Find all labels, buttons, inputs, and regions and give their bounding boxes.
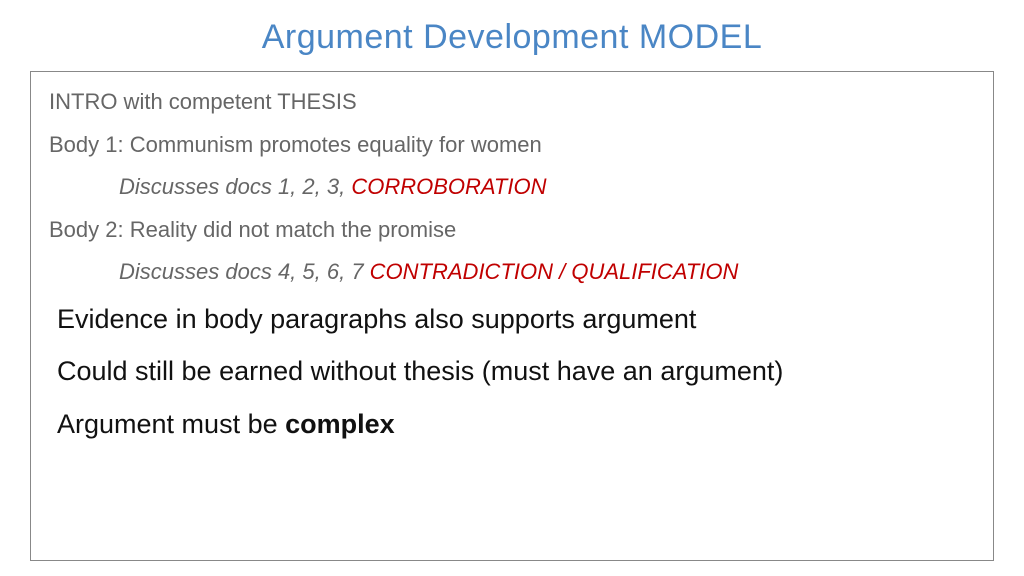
body1-discuss-accent: CORROBORATION: [351, 174, 546, 199]
could-still-line: Could still be earned without thesis (mu…: [49, 353, 975, 389]
slide-title: Argument Development MODEL: [30, 18, 994, 57]
body1-discuss-prefix: Discusses docs 1, 2, 3,: [119, 174, 351, 199]
argument-bold: complex: [285, 409, 395, 439]
body2-discuss-line: Discusses docs 4, 5, 6, 7 CONTRADICTION …: [49, 258, 975, 287]
body2-discuss-prefix: Discusses docs 4, 5, 6, 7: [119, 259, 370, 284]
body2-line: Body 2: Reality did not match the promis…: [49, 216, 975, 245]
intro-line: INTRO with competent THESIS: [49, 88, 975, 117]
body2-discuss-accent: CONTRADICTION / QUALIFICATION: [370, 259, 739, 284]
argument-line: Argument must be complex: [49, 406, 975, 442]
argument-prefix: Argument must be: [57, 409, 285, 439]
body1-line: Body 1: Communism promotes equality for …: [49, 131, 975, 160]
content-box: INTRO with competent THESIS Body 1: Comm…: [30, 71, 994, 561]
slide: Argument Development MODEL INTRO with co…: [0, 0, 1024, 576]
body1-discuss-line: Discusses docs 1, 2, 3, CORROBORATION: [49, 173, 975, 202]
evidence-line: Evidence in body paragraphs also support…: [49, 301, 975, 337]
